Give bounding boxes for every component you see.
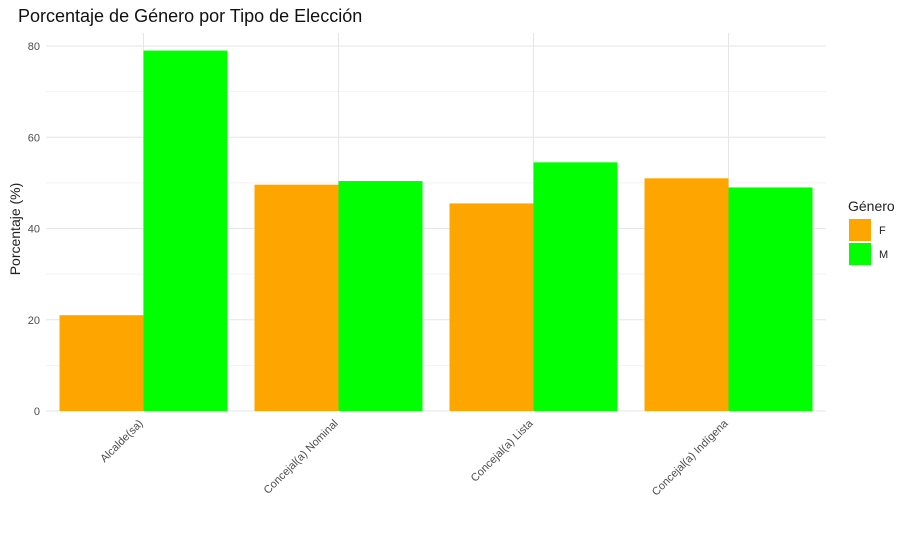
legend-title: Género	[848, 198, 895, 214]
chart-title: Porcentaje de Género por Tipo de Elecció…	[18, 6, 362, 26]
bars	[59, 50, 813, 411]
y-tick-label: 0	[34, 406, 40, 418]
y-axis-title: Porcentaje (%)	[7, 183, 23, 276]
y-tick-label: 20	[28, 315, 40, 327]
x-ticks: Alcalde(sa) Concejal(a) Nominal Concejal(a…	[98, 417, 731, 498]
legend-label-m: M	[879, 249, 888, 261]
bar-m-2	[338, 181, 423, 411]
legend-key-f	[849, 219, 871, 241]
legend-label-f: F	[879, 225, 886, 237]
y-tick-label: 80	[28, 41, 40, 53]
legend-key-m	[849, 243, 871, 265]
y-tick-label: 60	[28, 132, 40, 144]
y-ticks: 0 20 40 60 80	[28, 41, 40, 418]
x-tick-label: Concejal(a) Indígena	[650, 417, 731, 498]
bar-m-3	[533, 162, 618, 411]
bar-f-1	[59, 315, 144, 411]
bar-f-2	[254, 184, 339, 411]
bar-m-1	[143, 50, 228, 411]
x-tick-label: Concejal(a) Lista	[469, 417, 536, 484]
legend: Género FM	[848, 198, 895, 265]
bar-m-4	[728, 187, 813, 411]
x-tick-label: Concejal(a) Nominal	[262, 418, 341, 497]
bar-f-4	[644, 178, 729, 411]
bar-f-3	[449, 203, 534, 411]
y-tick-label: 40	[28, 224, 40, 236]
x-tick-label: Alcalde(sa)	[98, 418, 145, 465]
